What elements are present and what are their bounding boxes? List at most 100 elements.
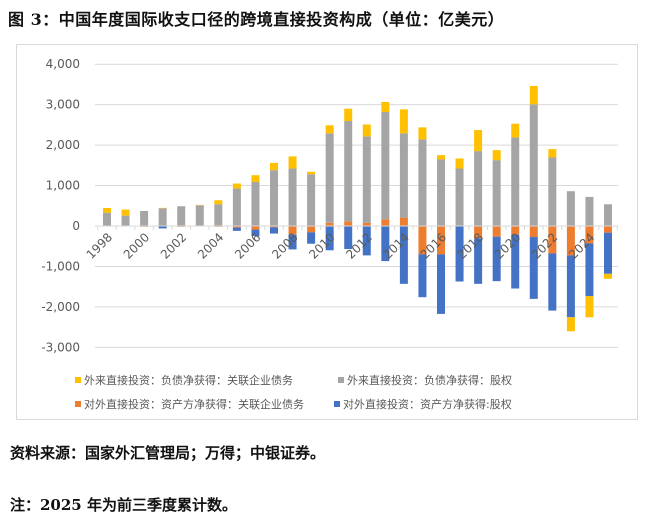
y-tick-label: -1,000 [41, 259, 80, 273]
bar-segment [492, 236, 501, 282]
bar-segment [437, 159, 445, 226]
legend-label: 外来直接投资：负债净获得：股权 [347, 374, 512, 387]
bar-segment [566, 191, 575, 226]
bar-segment [307, 171, 316, 175]
bar-segment [529, 104, 538, 226]
bar-segment [511, 123, 520, 138]
bar-segment [232, 227, 241, 231]
bar-segment [437, 254, 445, 314]
bar-segment [251, 229, 260, 236]
bar-segment [511, 226, 520, 235]
bar-segment [158, 226, 167, 229]
bar-segment [251, 226, 260, 230]
x-tick-label: 2000 [121, 230, 152, 261]
bar-segment [158, 208, 167, 226]
bar-segment [214, 204, 223, 226]
bar-segment [492, 160, 501, 226]
legend-swatch [75, 401, 81, 407]
bar-segment [362, 222, 371, 226]
bar-segment [362, 124, 371, 137]
bar-segment [214, 200, 223, 205]
bar-segment [604, 232, 612, 274]
y-tick-label: 0 [72, 219, 80, 233]
bar-segment [548, 253, 557, 311]
bar-segment [140, 210, 149, 226]
bar-segment [270, 227, 278, 234]
bar-segment [307, 226, 316, 233]
bar-segment [381, 219, 390, 226]
bar-segment [529, 237, 538, 299]
legend-swatch [338, 377, 344, 383]
bar-segment [307, 232, 316, 244]
bar-segment [492, 226, 501, 237]
bar-segment [529, 226, 538, 238]
bar-segment [399, 109, 408, 134]
legend-item-inward-equity: 外来直接投资：负债净获得：股权 [338, 372, 512, 388]
footnote: 注：2025 年为前三季度累计数。 [10, 496, 237, 514]
bar-segment [548, 157, 557, 226]
bar-segment [362, 226, 371, 256]
x-tick-label: 2004 [195, 230, 226, 261]
bar-segment [604, 226, 612, 233]
legend-item-outward-debt: 对外直接投资：资产方净获得：关联企业债务 [75, 396, 304, 412]
legend-label: 外来直接投资：负债净获得：关联企业债务 [84, 374, 293, 387]
bar-segment [474, 238, 483, 284]
bar-segment [325, 125, 334, 134]
bar-segment [585, 196, 594, 226]
bar-segment [455, 168, 464, 226]
bar-segment [529, 85, 538, 105]
bar-segment [121, 215, 130, 226]
bar-segment [344, 108, 353, 122]
bar-segment [232, 226, 241, 228]
bar-segment [121, 209, 130, 216]
legend-label: 对外直接投资：资产方净获得:股权 [343, 398, 512, 411]
source-note: 资料来源：国家外汇管理局；万得；中银证券。 [10, 444, 326, 462]
stacked-bar-chart: 4,000 3,000 2,000 1,000 0 -1,000 -2,000 -3,000 1… [41, 57, 618, 354]
bar-segment [548, 149, 557, 158]
bar-segment [455, 158, 464, 169]
bar-segment [418, 139, 427, 226]
bar-segment [381, 101, 390, 113]
x-tick-label: 1998 [84, 230, 115, 261]
bar-segment [566, 226, 575, 256]
bar-segment [270, 170, 278, 226]
chart-frame [16, 44, 638, 420]
bar-segment [344, 226, 353, 250]
bar-segment [232, 183, 241, 189]
bar-segment [604, 204, 612, 226]
bar-segment [399, 217, 408, 226]
legend-item-inward-debt: 外来直接投资：负债净获得：关联企业债务 [75, 372, 293, 388]
bar-segment [604, 273, 612, 279]
bar-segment [288, 156, 297, 169]
bar-segment [270, 226, 278, 228]
bar-segment [103, 212, 111, 226]
bar-segment [474, 151, 483, 226]
bar-segment [566, 255, 575, 318]
legend-label: 对外直接投资：资产方净获得：关联企业债务 [84, 398, 304, 411]
bar-segment [288, 234, 297, 250]
bar-segment [288, 226, 297, 235]
y-tick-label: 3,000 [46, 98, 80, 112]
bar-segment [103, 207, 111, 213]
bar-segment [344, 121, 353, 222]
y-tick-label: 1,000 [46, 179, 80, 193]
legend-swatch [75, 377, 81, 383]
bar-segment [270, 162, 278, 171]
bar-segment [437, 155, 445, 160]
bar-segment [195, 205, 204, 226]
x-tick-label: 2002 [158, 230, 189, 261]
legend-item-outward-equity: 对外直接投资：资产方净获得:股权 [334, 396, 512, 412]
bar-segment [455, 226, 464, 282]
bar-segment [325, 226, 334, 251]
bar-segment [177, 206, 186, 226]
bar-segment [381, 226, 390, 262]
bar-segment [585, 243, 594, 297]
bar-segment [585, 226, 594, 244]
figure-title: 图 3：中国年度国际收支口径的跨境直接投资构成（单位：亿美元） [8, 10, 505, 29]
bar-segment [399, 226, 408, 284]
bar-segment [418, 127, 427, 140]
bar-segment [474, 226, 483, 239]
bar-segment [511, 234, 520, 289]
bar-segment [362, 136, 371, 223]
bar-segment [585, 296, 594, 318]
